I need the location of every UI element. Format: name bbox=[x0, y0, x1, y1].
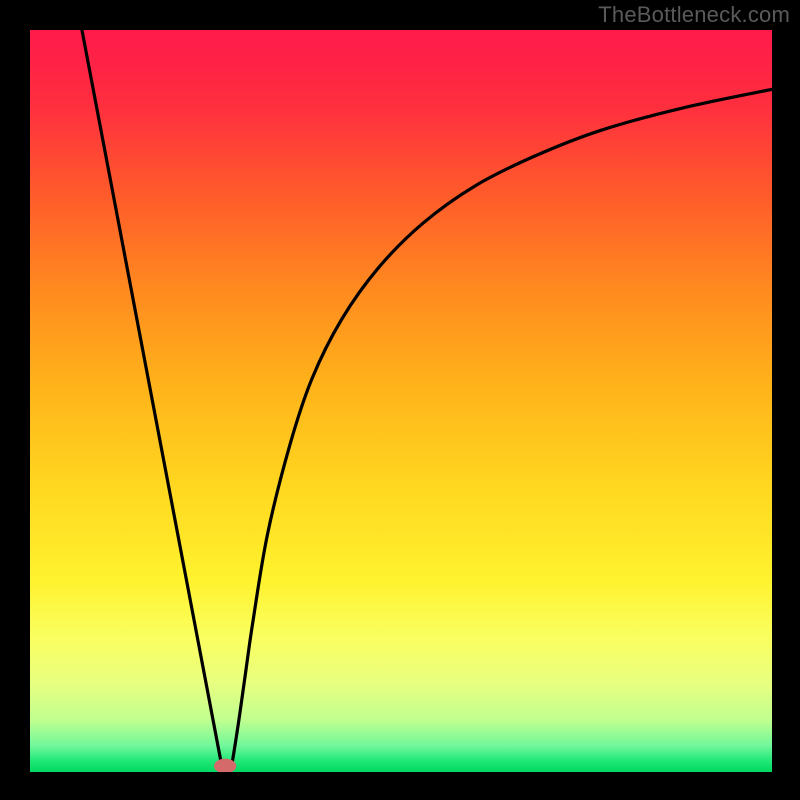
watermark-label: TheBottleneck.com bbox=[598, 2, 790, 28]
optimal-point-marker bbox=[214, 759, 236, 774]
chart-plot-area bbox=[30, 30, 772, 772]
chart-container: TheBottleneck.com bbox=[0, 0, 800, 800]
bottleneck-chart bbox=[0, 0, 800, 800]
